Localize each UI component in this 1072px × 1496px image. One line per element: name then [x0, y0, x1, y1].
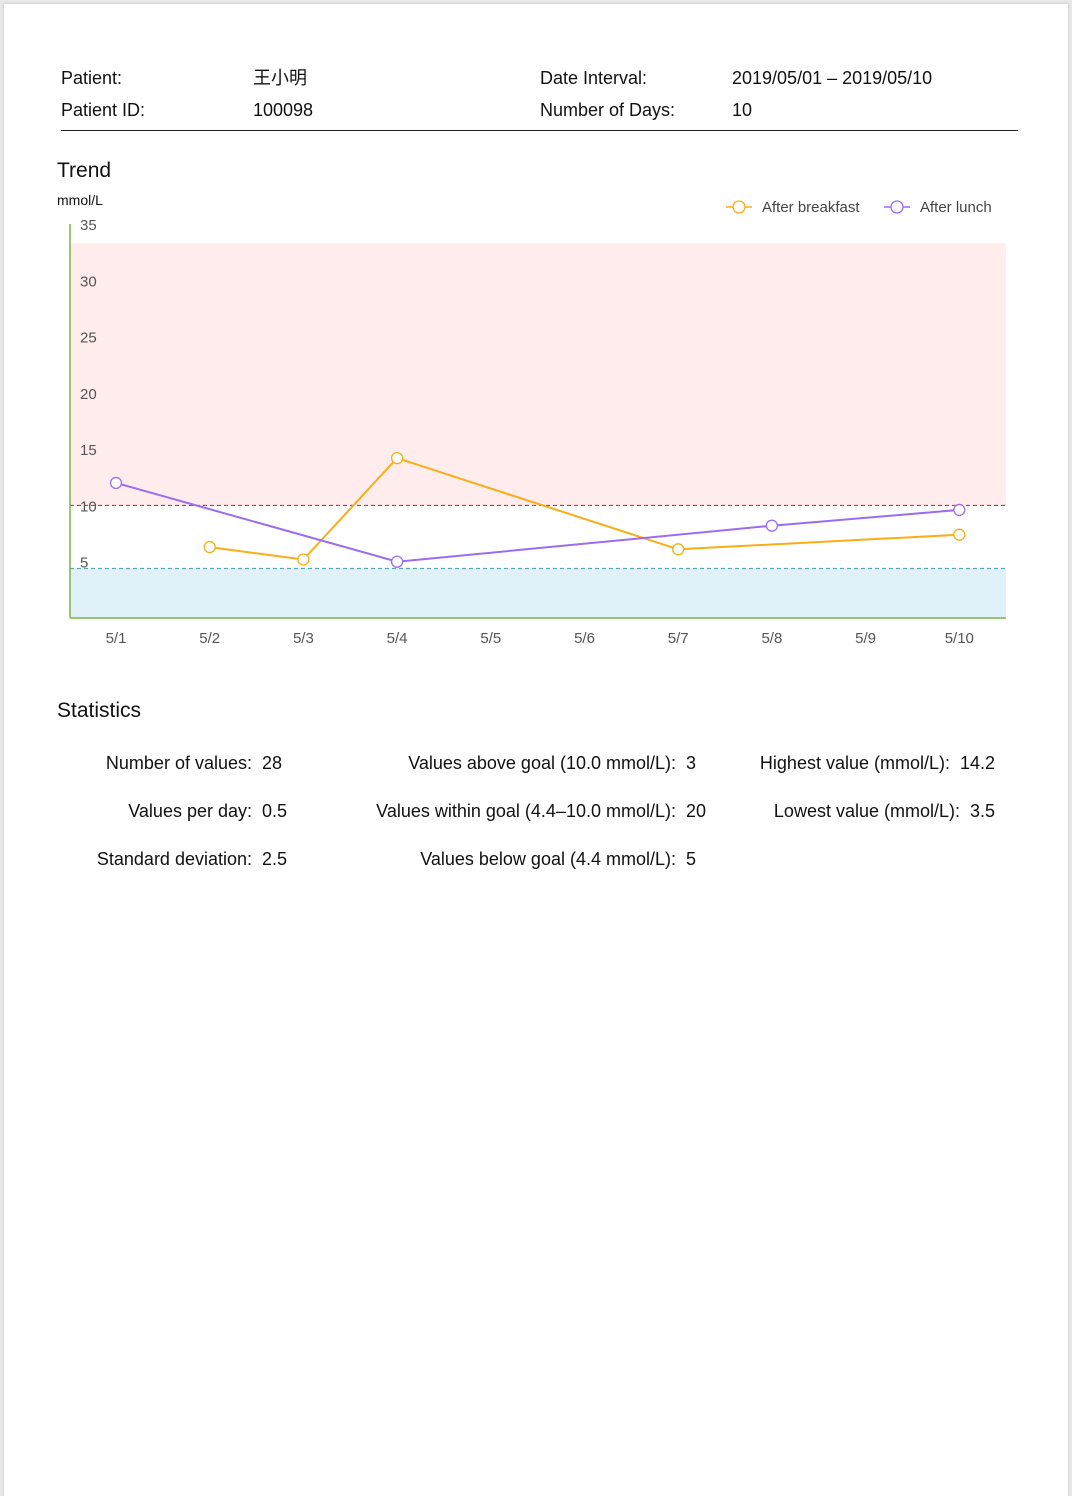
statistics-title: Statistics	[57, 699, 142, 722]
stat-value: 0.5	[262, 801, 288, 821]
data-point	[953, 528, 966, 541]
legend-marker	[732, 200, 746, 214]
y-tick-label: 25	[80, 330, 97, 347]
data-point	[672, 543, 685, 556]
x-tick-label: 5/5	[480, 630, 501, 647]
trend-chart: 5 10 15 20 25 30 35 5/1 5/2 5/3 5/4 5/5 5/6 5/7 5/8 5/9…	[69, 199, 1006, 647]
trend-title: Trend	[57, 159, 112, 182]
legend-marker	[890, 200, 904, 214]
stat-label: Values within goal (4.4–10.0 mmol/L):	[376, 801, 676, 821]
stat-value: 14.2	[960, 753, 996, 773]
header-divider	[61, 130, 1018, 131]
stat-value: 3.5	[970, 801, 996, 821]
x-tick-label: 5/6	[574, 630, 595, 647]
y-tick-label: 15	[80, 442, 97, 459]
x-tick-label: 5/9	[855, 630, 876, 647]
stat-label: Values below goal (4.4 mmol/L):	[420, 849, 676, 869]
stat-value: 20	[686, 801, 707, 821]
patient-id-label: Patient ID:	[61, 100, 146, 120]
days-value: 10	[732, 100, 753, 120]
date-interval-label: Date Interval:	[540, 68, 648, 88]
above-goal-band	[70, 243, 1006, 506]
stat-label: Values above goal (10.0 mmol/L):	[408, 753, 676, 773]
legend-label: After breakfast	[762, 199, 860, 216]
data-point	[109, 476, 123, 490]
x-tick-label: 5/7	[668, 630, 689, 647]
stat-value: 2.5	[262, 849, 288, 869]
legend-label: After lunch	[920, 199, 992, 216]
x-tick-label: 5/1	[106, 630, 127, 647]
y-tick-label: 30	[80, 273, 97, 290]
x-tick-label: 5/3	[293, 630, 314, 647]
x-tick-label: 5/8	[761, 630, 782, 647]
stat-value: 28	[262, 753, 283, 773]
x-tick-label: 5/2	[199, 630, 220, 647]
stat-value: 3	[686, 753, 697, 773]
stat-label: Number of values:	[105, 753, 252, 773]
series-line-after-lunch	[115, 481, 960, 563]
data-point	[953, 503, 966, 517]
y-tick-label: 5	[80, 555, 88, 572]
data-point	[203, 540, 216, 554]
data-point	[390, 451, 404, 465]
stat-label: Standard deviation:	[96, 849, 252, 869]
patient-id-value: 100098	[253, 100, 314, 120]
y-unit-label: mmol/L	[57, 192, 103, 208]
data-point	[390, 555, 404, 568]
patient-name: 王小明	[253, 68, 307, 88]
date-interval-value: 2019/05/01 – 2019/05/10	[732, 68, 933, 88]
y-tick-label: 10	[80, 498, 97, 515]
stat-label: Values per day:	[128, 801, 252, 821]
below-goal-band	[70, 568, 1006, 618]
days-label: Number of Days:	[540, 100, 676, 120]
data-point	[297, 553, 310, 566]
patient-label: Patient:	[61, 68, 123, 88]
y-tick-label: 20	[80, 386, 97, 403]
data-point	[765, 519, 779, 532]
report-page: Patient: 王小明 Patient ID: 100098 Date Int…	[4, 4, 1068, 1496]
x-tick-label: 5/4	[387, 630, 408, 647]
stat-value: 5	[686, 849, 697, 869]
x-tick-label: 5/10	[945, 630, 974, 647]
stat-label: Lowest value (mmol/L):	[773, 801, 960, 821]
y-tick-label: 35	[80, 217, 97, 234]
stat-label: Highest value (mmol/L):	[759, 753, 950, 773]
